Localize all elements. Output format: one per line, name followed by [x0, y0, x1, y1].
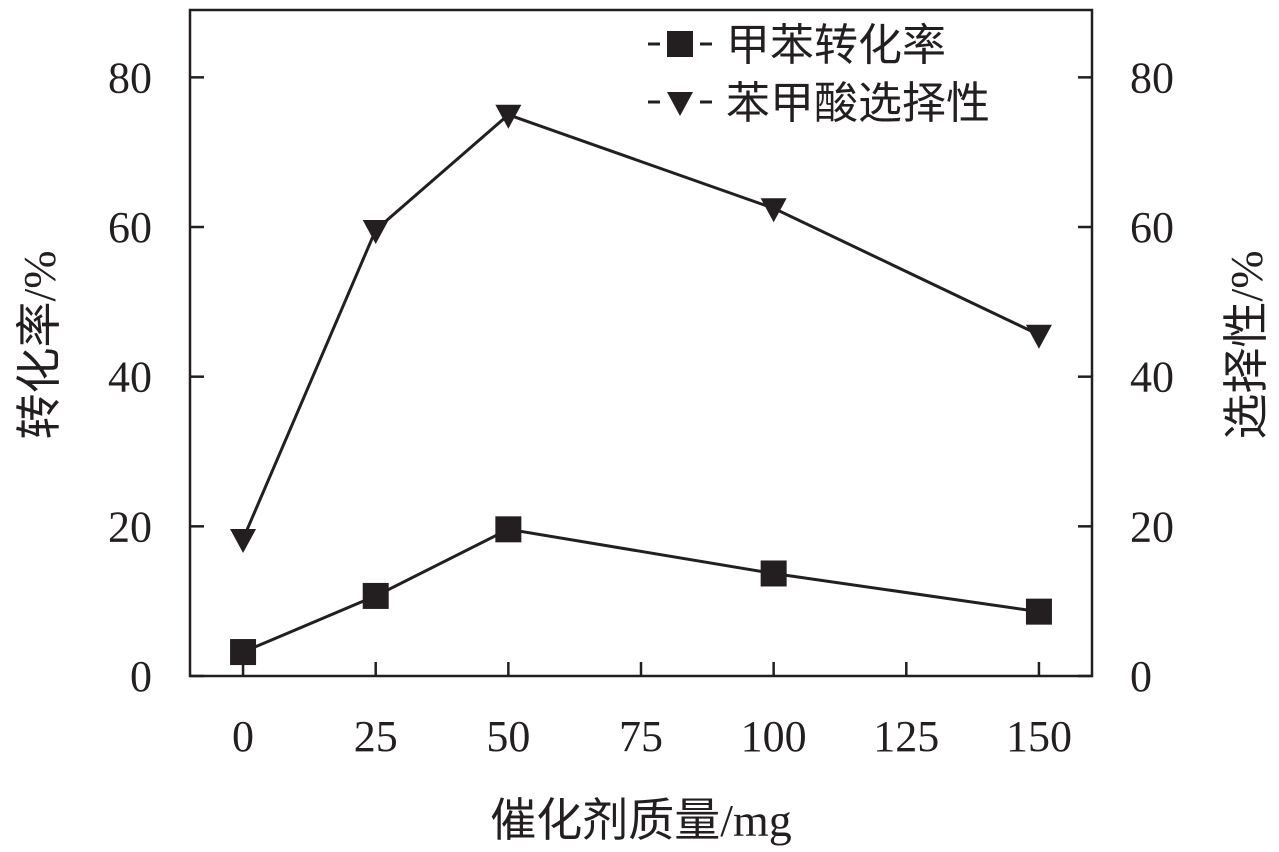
series-line [242, 527, 1040, 654]
y-tick-label: 60 [108, 203, 152, 252]
y2-tick-label: 0 [1130, 652, 1152, 701]
x-axis-label: 催化剂质量/mg [490, 795, 792, 846]
legend-item: 甲苯转化率 [648, 21, 946, 70]
square-marker [362, 582, 389, 609]
x-tick-label: 100 [741, 712, 807, 761]
x-tick-label: 25 [354, 712, 398, 761]
series-triangle-down [230, 104, 1052, 554]
y2-tick-label: 20 [1130, 502, 1174, 551]
legend-label: 苯甲酸选择性 [726, 79, 990, 128]
y-tick-label: 20 [108, 502, 152, 551]
y2-tick-label: 60 [1130, 203, 1174, 252]
y2-tick-label: 80 [1130, 53, 1174, 102]
y-axis-label: 转化率/% [14, 250, 65, 439]
triangle-down-marker [362, 220, 389, 245]
y-tick-label: 80 [108, 53, 152, 102]
triangle-down-marker [495, 104, 522, 129]
square-marker [760, 560, 787, 587]
legend-item: 苯甲酸选择性 [648, 79, 990, 128]
axes: 0 25 50 75 100 125 150 0 0 20 20 40 40 60 60 80 80 [108, 8, 1174, 761]
y-tick-label: 0 [130, 652, 152, 701]
series-line [241, 113, 1040, 540]
x-tick-label: 150 [1006, 712, 1072, 761]
square-marker [230, 639, 257, 666]
y2-axis-label: 选择性/% [1221, 250, 1272, 439]
x-tick-label: 75 [619, 712, 663, 761]
triangle-down-marker [667, 92, 693, 116]
triangle-down-marker [1025, 324, 1052, 349]
series-square [230, 516, 1052, 666]
square-marker [495, 516, 522, 543]
square-marker [667, 31, 693, 57]
x-tick-label: 125 [873, 712, 939, 761]
x-tick-label: 50 [486, 712, 530, 761]
legend-label: 甲苯转化率 [726, 21, 946, 70]
y2-tick-label: 40 [1130, 353, 1174, 402]
triangle-down-marker [760, 198, 787, 223]
series-layer [230, 104, 1052, 666]
y-tick-label: 40 [108, 353, 152, 402]
triangle-down-marker [230, 529, 257, 554]
x-tick-label: 0 [232, 712, 254, 761]
square-marker [1025, 598, 1052, 625]
